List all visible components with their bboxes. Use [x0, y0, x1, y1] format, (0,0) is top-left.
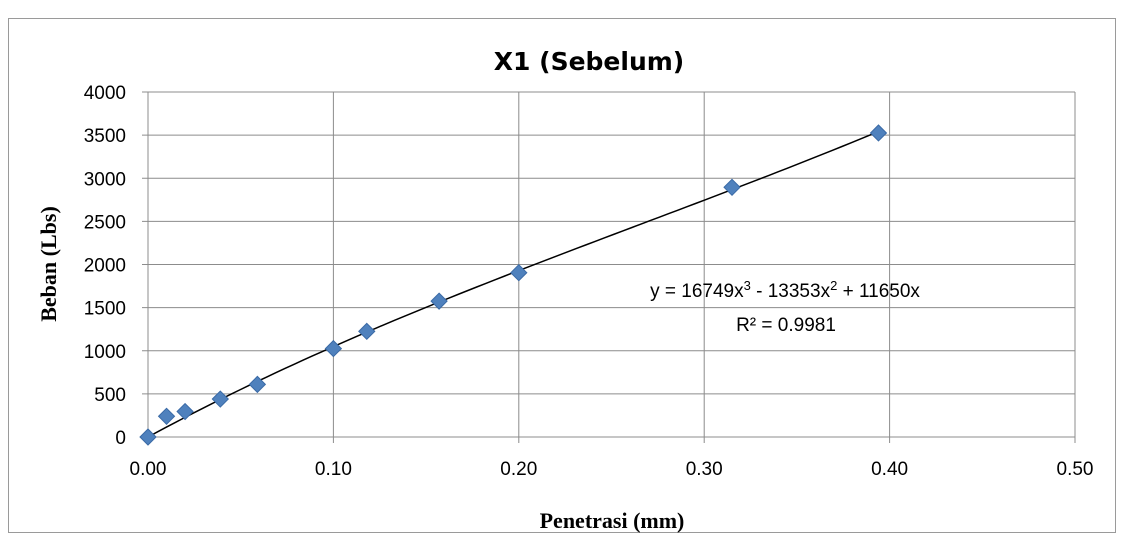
data-point-marker — [324, 339, 343, 358]
x-tick-label: 0.20 — [500, 459, 537, 480]
data-point-marker — [358, 322, 376, 341]
y-tick-label: 2500 — [84, 212, 126, 233]
data-point-marker — [176, 402, 194, 421]
equation-part-3: + 11650x — [837, 281, 920, 302]
chart-title: X1 (Sebelum) — [494, 47, 684, 76]
data-point-marker — [430, 292, 448, 310]
data-point-marker — [211, 390, 230, 408]
y-tick-label: 1500 — [84, 299, 126, 320]
equation-part-1: y = 16749x — [650, 281, 744, 302]
equation-part-2: - 13353x — [751, 281, 831, 302]
r-squared-label: R² = 0.9981 — [736, 315, 836, 336]
y-tick-labels: 0 500 1000 1500 2000 2500 3000 3500 4000 — [84, 83, 126, 449]
y-tick-label: 1000 — [84, 342, 126, 363]
x-axis-label: Penetrasi (mm) — [540, 508, 685, 533]
x-tick-label: 0.50 — [1057, 459, 1094, 480]
x-tick-labels: 0.00 0.10 0.20 0.30 0.40 0.50 — [130, 459, 1094, 480]
data-point-marker — [869, 124, 888, 142]
trendline-equation: y = 16749x3 - 13353x2 + 11650x — [650, 278, 920, 302]
data-points — [139, 124, 888, 446]
y-tick-label: 500 — [94, 385, 126, 406]
x-tick-label: 0.40 — [871, 459, 908, 480]
x-tick-label: 0.30 — [686, 459, 723, 480]
gridlines — [142, 91, 1076, 443]
chart-frame — [8, 18, 1116, 533]
data-point-marker — [723, 178, 741, 197]
equation-exp-3: 3 — [744, 278, 751, 293]
y-tick-label: 0 — [115, 428, 126, 449]
data-point-marker — [248, 375, 267, 394]
equation-exp-2: 2 — [830, 278, 837, 293]
data-point-marker — [510, 263, 528, 282]
y-tick-label: 4000 — [84, 83, 126, 104]
y-tick-label: 3000 — [84, 169, 126, 190]
data-point-marker — [157, 407, 176, 426]
y-tick-label: 3500 — [84, 126, 126, 147]
y-tick-label: 2000 — [84, 256, 126, 277]
x-tick-label: 0.00 — [130, 459, 167, 480]
y-axis-label: Beban (Lbs) — [36, 206, 61, 322]
x-tick-label: 0.10 — [315, 459, 352, 480]
data-point-marker — [139, 428, 157, 446]
